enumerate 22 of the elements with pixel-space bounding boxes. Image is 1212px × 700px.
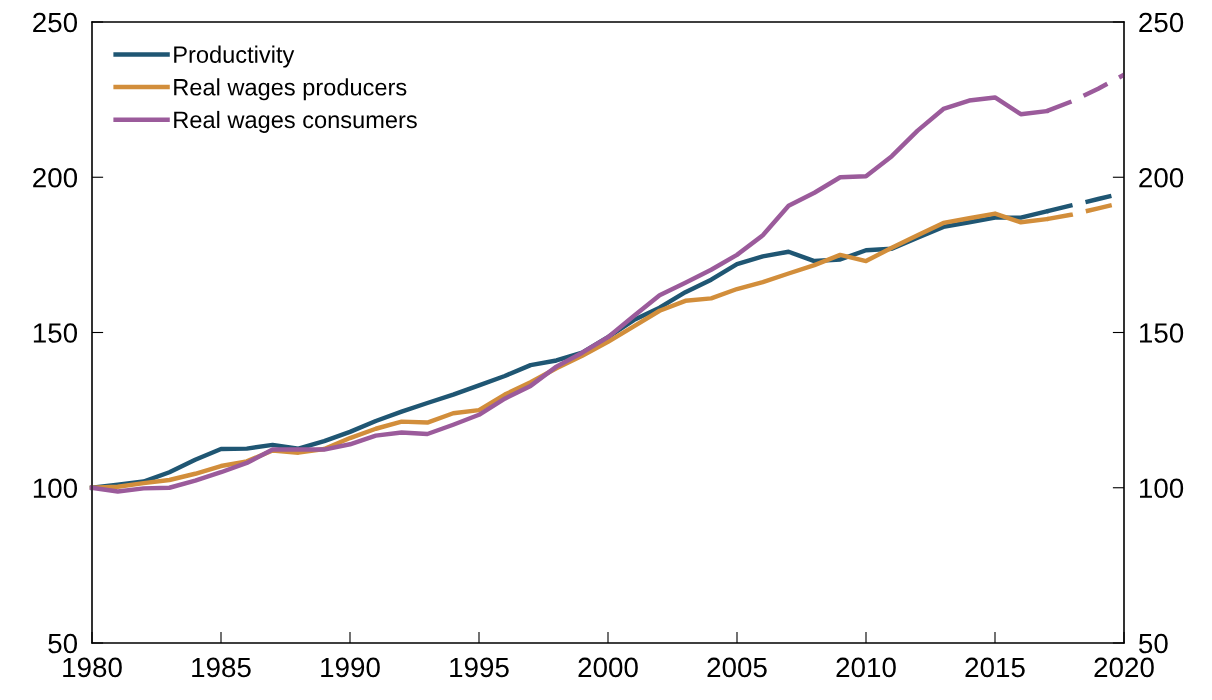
- y-tick-label: 200: [33, 167, 78, 188]
- legend-label: Real wages consumers: [174, 110, 417, 133]
- y-tick-label: 50: [48, 633, 78, 654]
- legend-label: Productivity: [174, 45, 295, 68]
- y-tick-label: 150: [33, 323, 78, 343]
- y2-tick-label: 100: [1140, 478, 1184, 499]
- x-tick-label: 2020: [1094, 657, 1154, 678]
- y-tick-label: 100: [33, 478, 78, 499]
- x-tick-label: 2015: [965, 657, 1025, 678]
- x-tick-label: 2010: [836, 657, 896, 678]
- x-tick-label: 1985: [192, 657, 251, 678]
- y2-tick-label: 200: [1139, 167, 1184, 188]
- x-tick-label: 2005: [707, 657, 767, 678]
- legend-label: Real wages producers: [174, 78, 407, 101]
- x-tick-label: 2000: [578, 657, 638, 678]
- y2-tick-label: 250: [1139, 12, 1184, 33]
- x-tick-label: 1995: [450, 657, 509, 678]
- y2-tick-label: 150: [1140, 323, 1184, 343]
- x-tick-label: 1990: [321, 657, 380, 678]
- y2-tick-label: 50: [1139, 633, 1168, 654]
- x-tick-label: 1980: [63, 657, 122, 678]
- y-tick-label: 250: [33, 12, 78, 33]
